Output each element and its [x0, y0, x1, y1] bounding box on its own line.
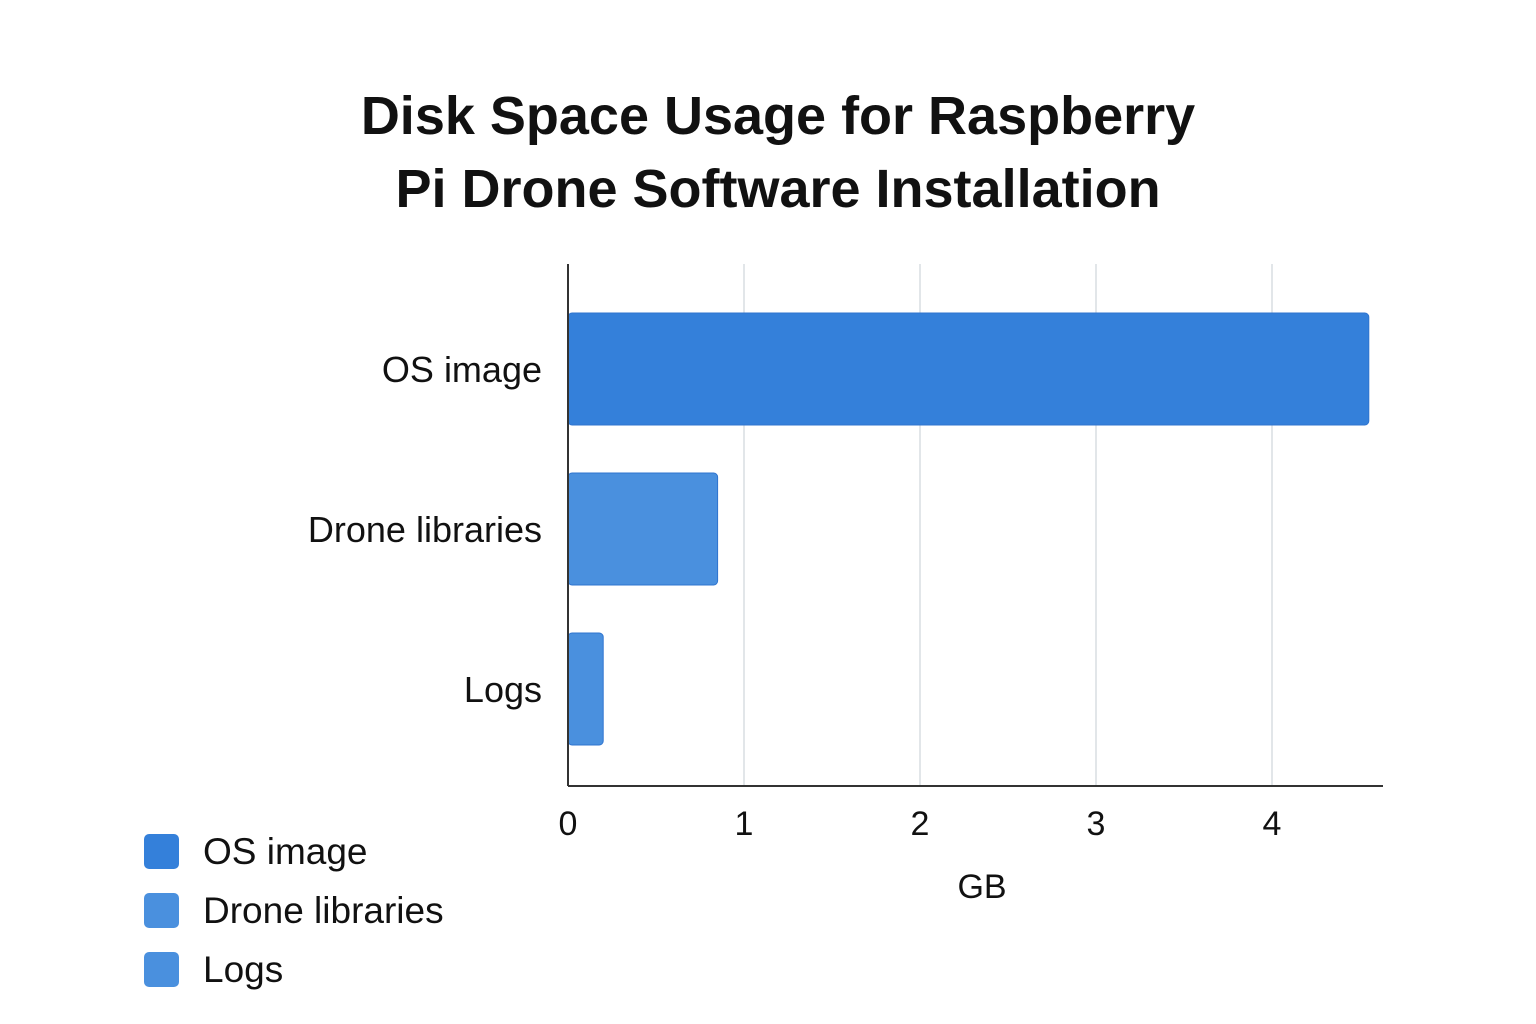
legend-label-logs: Logs	[203, 948, 284, 990]
legend-item-os-image: OS image	[144, 822, 504, 881]
legend-label-os-image: OS image	[203, 830, 368, 872]
bar-logs	[567, 632, 604, 746]
chart-title-line-1: Disk Space Usage for Raspberry	[360, 86, 1196, 146]
x-tick-label-2: 2	[911, 805, 930, 843]
category-label-drone-libraries: Drone libraries	[308, 509, 542, 550]
category-label-logs: Logs	[464, 669, 542, 710]
legend-swatch-drone-libraries	[144, 893, 179, 928]
legend-item-logs: Logs	[144, 940, 504, 999]
legend-swatch-logs	[144, 952, 179, 987]
x-axis-title: GB	[957, 868, 1006, 906]
x-tick-label-3: 3	[1087, 805, 1106, 843]
legend: OS image Drone libraries Logs	[144, 822, 504, 999]
legend-swatch-os-image	[144, 834, 179, 869]
legend-label-drone-libraries: Drone libraries	[203, 889, 444, 931]
category-label-os-image: OS image	[382, 349, 542, 390]
x-tick-label-4: 4	[1263, 805, 1282, 843]
chart-title: Disk Space Usage for Raspberry Pi Drone …	[0, 80, 1536, 226]
x-tick-label-0: 0	[559, 805, 578, 843]
x-tick-label-1: 1	[735, 805, 754, 843]
bar-drone-libraries	[567, 472, 719, 586]
bar-os-image	[567, 312, 1370, 426]
chart-title-line-2: Pi Drone Software Installation	[395, 159, 1161, 219]
legend-item-drone-libraries: Drone libraries	[144, 881, 504, 940]
